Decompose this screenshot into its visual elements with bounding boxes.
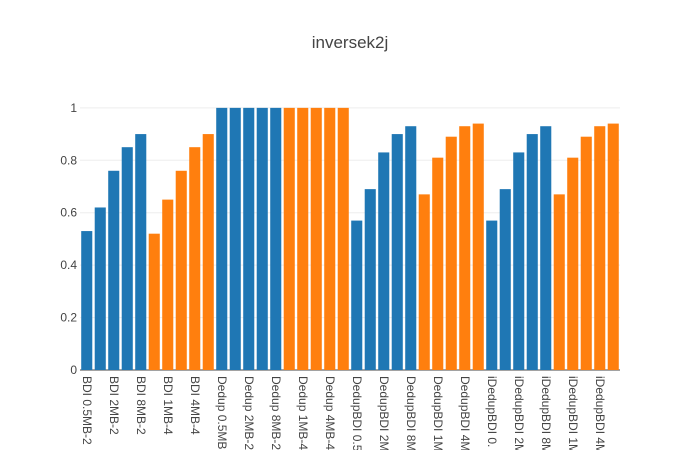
bar[interactable] — [94, 207, 106, 370]
x-tick-label: DedupBDI 1M — [431, 376, 445, 450]
bar[interactable] — [540, 126, 552, 370]
bar[interactable] — [135, 134, 147, 370]
bars — [81, 107, 619, 371]
bar[interactable] — [553, 194, 565, 370]
bar[interactable] — [148, 233, 160, 370]
x-tick-label: DedupBDI 2M — [377, 376, 391, 450]
y-axis-ticks: 0 0.2 0.4 0.6 0.8 1 — [60, 101, 77, 377]
bar[interactable] — [445, 136, 457, 370]
x-axis-ticks: BDI 0.5MB-2 BDI 2MB-2 BDI 8MB-2 BDI 1MB-4 BD… — [80, 376, 607, 450]
bar[interactable] — [337, 107, 349, 370]
bar[interactable] — [243, 107, 255, 370]
bar[interactable] — [324, 107, 336, 370]
x-tick-label: BDI 0.5MB-2 — [80, 376, 94, 445]
x-tick-label: BDI 8MB-2 — [134, 376, 148, 435]
bar[interactable] — [121, 147, 133, 370]
bar[interactable] — [229, 107, 241, 370]
bar[interactable] — [526, 134, 538, 370]
bar[interactable] — [418, 194, 430, 370]
x-tick-label: BDI 1MB-4 — [161, 376, 175, 435]
x-tick-label: DedupBDI 0.5 — [350, 376, 364, 450]
bar[interactable] — [216, 107, 228, 370]
bar[interactable] — [81, 231, 93, 370]
bar[interactable] — [283, 107, 295, 370]
x-tick-label: Dedup 0.5MB — [215, 376, 229, 449]
chart-title: inversek2j — [311, 33, 389, 52]
bar[interactable] — [513, 152, 525, 370]
y-tick-label: 0.4 — [60, 258, 77, 272]
x-tick-label: iDedupBDI 1M — [566, 376, 580, 450]
y-tick-label: 0.8 — [60, 153, 77, 167]
x-tick-label: DedupBDI 8M — [404, 376, 418, 450]
bar[interactable] — [580, 136, 592, 370]
bar[interactable] — [432, 157, 444, 370]
bar[interactable] — [189, 147, 201, 370]
bar[interactable] — [405, 126, 417, 370]
bar[interactable] — [351, 220, 363, 370]
bar[interactable] — [567, 157, 579, 370]
bar[interactable] — [364, 189, 376, 370]
bar[interactable] — [607, 123, 619, 371]
x-tick-label: BDI 2MB-2 — [107, 376, 121, 435]
x-tick-label: Dedup 1MB-4 — [296, 376, 310, 450]
x-tick-label: iDedupBDI 2M — [512, 376, 526, 450]
bar[interactable] — [310, 107, 322, 370]
x-tick-label: iDedupBDI 8M — [539, 376, 553, 450]
x-tick-label: iDedupBDI 4M — [593, 376, 607, 450]
y-tick-label: 0.6 — [60, 206, 77, 220]
bar[interactable] — [594, 126, 606, 370]
bar[interactable] — [162, 199, 174, 370]
bar[interactable] — [499, 189, 511, 370]
x-tick-label: BDI 4MB-4 — [188, 376, 202, 435]
bar[interactable] — [378, 152, 390, 370]
bar[interactable] — [297, 107, 309, 370]
bar[interactable] — [472, 123, 484, 371]
y-tick-label: 0.2 — [60, 311, 77, 325]
gridlines — [80, 107, 620, 371]
bar[interactable] — [391, 134, 403, 370]
bar[interactable] — [202, 134, 214, 370]
bar[interactable] — [175, 170, 187, 370]
bar[interactable] — [108, 170, 120, 370]
x-tick-label: DedupBDI 4M — [458, 376, 472, 450]
x-tick-label: Dedup 2MB-2 — [242, 376, 256, 450]
bar[interactable] — [270, 107, 282, 370]
x-tick-label: Dedup 4MB-4 — [323, 376, 337, 450]
bar[interactable] — [486, 220, 498, 370]
bar[interactable] — [459, 126, 471, 370]
x-tick-label: iDedupBDI 0. — [485, 376, 499, 447]
y-tick-label: 0 — [70, 363, 77, 377]
y-tick-label: 1 — [70, 101, 77, 115]
bar[interactable] — [256, 107, 268, 370]
x-tick-label: Dedup 8MB-2 — [269, 376, 283, 450]
